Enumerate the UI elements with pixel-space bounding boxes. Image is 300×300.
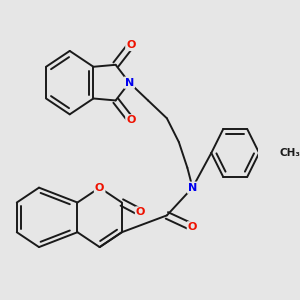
Text: N: N bbox=[125, 78, 134, 88]
Text: O: O bbox=[136, 207, 145, 218]
Text: N: N bbox=[188, 183, 197, 193]
Text: O: O bbox=[188, 222, 197, 232]
Text: O: O bbox=[126, 40, 136, 50]
Text: O: O bbox=[126, 115, 136, 125]
Text: O: O bbox=[95, 183, 104, 193]
Text: CH₃: CH₃ bbox=[280, 148, 300, 158]
